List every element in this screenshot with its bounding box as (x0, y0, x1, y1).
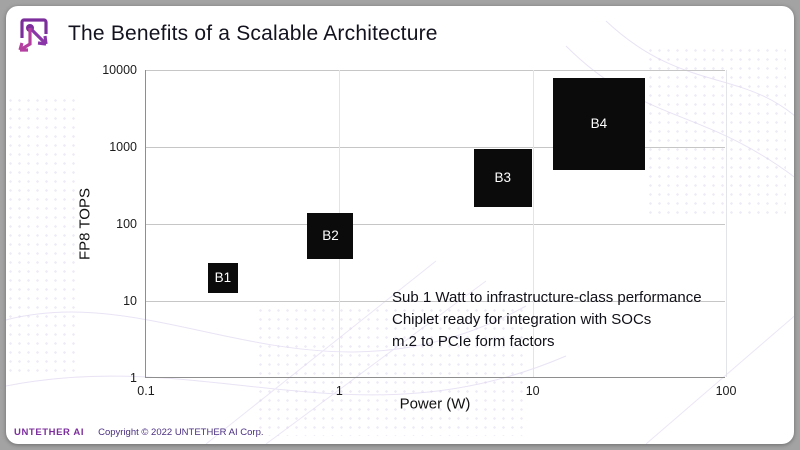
data-point-B4: B4 (552, 77, 645, 170)
data-point-B2: B2 (307, 212, 354, 259)
y-axis-title: FP8 TOPS (76, 188, 94, 260)
data-point-label: B1 (214, 270, 232, 286)
x-tick-label: 10 (525, 384, 540, 398)
annotation-line-2: Chiplet ready for integration with SOCs (392, 311, 652, 328)
y-gridline (146, 301, 725, 302)
data-point-B3: B3 (473, 148, 532, 207)
y-tick-label: 10000 (102, 63, 137, 77)
x-gridline (532, 70, 534, 377)
y-gridline (146, 70, 725, 71)
footer-brand: UNTETHER AI (14, 427, 85, 438)
slide-footer: UNTETHER AI Copyright © 2022 UNTETHER AI… (14, 427, 264, 438)
untether-ai-logo-icon (18, 18, 48, 52)
y-gridline (146, 147, 725, 148)
data-point-label: B4 (590, 116, 608, 132)
slide-title: The Benefits of a Scalable Architecture (68, 22, 438, 45)
y-tick-label: 1000 (109, 140, 137, 154)
y-tick-label: 100 (116, 217, 137, 231)
x-tick-label: 100 (715, 384, 737, 398)
annotation-text: Sub 1 Watt to infrastructure-class perfo… (392, 287, 702, 353)
data-point-B1: B1 (207, 262, 238, 293)
data-point-label: B2 (322, 228, 339, 244)
slide-header: The Benefits of a Scalable Architecture (16, 14, 438, 54)
scatter-chart: 1 10 100 1000 10000 0.1 1 10 100 B1 B2 B3 B4 FP8 TOP… (6, 6, 794, 444)
data-point-label: B3 (494, 170, 511, 186)
slide-canvas: The Benefits of a Scalable Architecture … (6, 6, 794, 444)
footer-copyright: Copyright © 2022 UNTETHER AI Corp. (98, 427, 264, 438)
annotation-line-1: Sub 1 Watt to infrastructure-class perfo… (392, 289, 702, 306)
x-axis-title: Power (W) (399, 395, 471, 413)
annotation-line-3: m.2 to PCIe form factors (392, 333, 555, 350)
y-tick-label: 10 (123, 294, 137, 308)
x-tick-label: 1 (335, 384, 343, 398)
x-gridline (726, 70, 727, 377)
y-tick-label: 1 (130, 371, 137, 385)
plot-area: 1 10 100 1000 10000 0.1 1 10 100 B1 B2 B3 B4 (102, 63, 736, 398)
x-tick-label: 0.1 (137, 384, 155, 398)
y-gridline (146, 224, 725, 225)
